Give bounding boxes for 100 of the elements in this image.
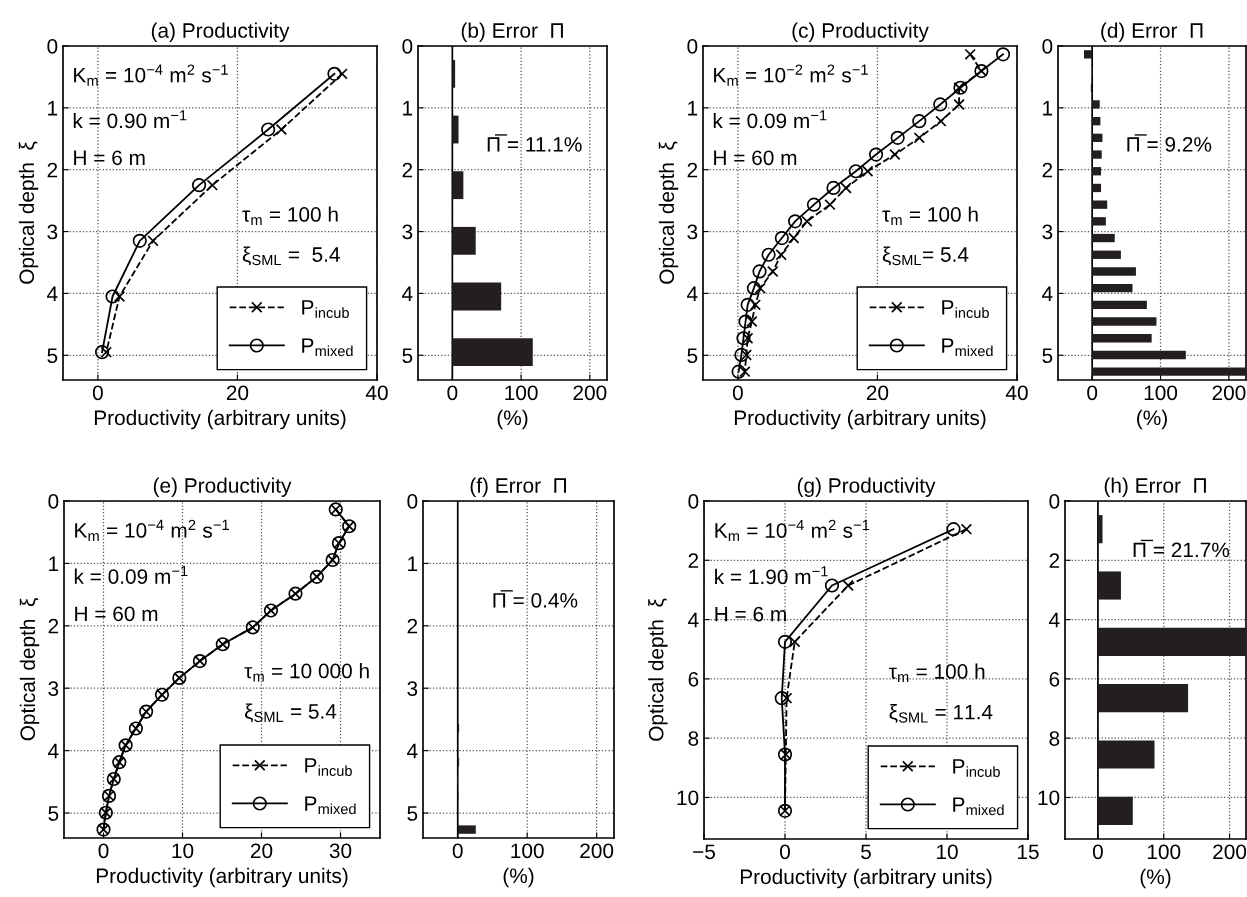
y-tick-label: 1 <box>408 556 418 571</box>
annotation: k = 0.90 m$^{−1}$ <box>73 110 187 129</box>
bar <box>452 226 476 255</box>
x-axis-title: Productivity (arbitrary units) <box>94 409 346 430</box>
y-tick-label: 10 <box>677 790 699 806</box>
bar <box>1083 50 1093 59</box>
y-tick-label: 4 <box>48 743 59 759</box>
bar <box>1097 571 1121 600</box>
chart-title: (c) Productivity <box>792 22 929 42</box>
point <box>775 249 787 261</box>
bar <box>452 115 459 144</box>
x-tick-label: 10 <box>937 844 958 860</box>
x-tick-label: 40 <box>365 385 388 401</box>
y-tick-label: 3 <box>407 681 418 696</box>
point <box>327 66 342 81</box>
y-tick-label: 1 <box>403 101 413 116</box>
x-tick-label: 20 <box>250 843 273 859</box>
annotation: τ$_{m}$ = 10 000 h <box>244 663 369 682</box>
point <box>275 123 288 136</box>
point <box>740 349 752 361</box>
point <box>801 215 813 228</box>
point <box>960 523 973 535</box>
x-tick-label: 0 <box>452 843 463 859</box>
x-tick-label: 0 <box>92 385 103 401</box>
x-axis-title: (%) <box>1137 409 1167 430</box>
y-tick-label: 4 <box>47 286 58 301</box>
annotation: τ$_{m}$ = 100 h <box>242 206 338 225</box>
bar <box>452 282 502 311</box>
legend-label: P$_{incub}$ <box>953 759 1000 777</box>
point <box>746 315 758 328</box>
x-axis-title: Productivity (arbitrary units) <box>734 409 986 430</box>
legend-label: P$_{incub}$ <box>302 300 349 318</box>
y-axis-title: Optical depth ξ <box>19 598 40 741</box>
y-tick-label: 5 <box>687 348 698 364</box>
y-tick-label: 2 <box>688 553 699 568</box>
x-tick-label: 40 <box>1005 385 1028 401</box>
annotation: ξ$_{SML}$ = 5.4 <box>245 703 337 723</box>
y-tick-label: 3 <box>1042 224 1053 240</box>
y-tick-label: 2 <box>687 162 698 178</box>
annotation: τ$_{m}$ = 100 h <box>888 663 985 682</box>
y-tick-label: 0 <box>687 39 698 54</box>
y-tick-label: 0 <box>1042 39 1053 54</box>
point <box>964 48 976 61</box>
bar <box>1092 183 1102 193</box>
annotation: H = 6 m <box>715 606 786 622</box>
y-axis-title: Optical depth ξ <box>18 141 39 284</box>
x-tick-label: 100 <box>511 843 544 859</box>
bar <box>1092 100 1100 109</box>
annotation: ξ$_{SML}$= 5.4 <box>882 246 969 266</box>
point <box>731 364 746 379</box>
y-axis-title: Optical depth ξ <box>658 141 679 284</box>
y-tick-label: 2 <box>407 618 418 634</box>
point <box>789 636 801 648</box>
x-tick-label: 0 <box>780 844 790 860</box>
y-tick-label: 2 <box>402 162 413 178</box>
chart-title: (f) Error Π <box>470 477 566 497</box>
point <box>746 281 762 296</box>
y-tick-label: 5 <box>48 806 59 821</box>
x-tick-label: 30 <box>329 843 352 859</box>
bar <box>1097 684 1189 713</box>
chart-title: (d) Error Π <box>1101 22 1203 42</box>
x-tick-label: 0 <box>1087 385 1098 401</box>
y-tick-label: 2 <box>48 618 59 634</box>
legend-label: P$_{mixed}$ <box>305 796 356 815</box>
bar <box>1092 233 1115 243</box>
annotation: τ$_{m}$ = 100 h <box>882 206 978 225</box>
y-tick-label: 1 <box>48 101 58 116</box>
point <box>741 332 754 344</box>
point <box>147 235 159 247</box>
point <box>913 132 926 144</box>
bar <box>1092 283 1133 293</box>
point <box>206 179 219 191</box>
bar <box>1092 150 1102 159</box>
x-tick-label: 20 <box>866 385 889 401</box>
y-tick-label: 5 <box>402 348 413 364</box>
point <box>946 522 961 537</box>
y-tick-label: 10 <box>1038 790 1060 806</box>
annotation: k = 0.09 m$^{−1}$ <box>713 110 827 129</box>
annotation: Π̅ = 21.7% <box>1133 539 1230 558</box>
annotation: Π̅ = 0.4% <box>493 590 578 608</box>
point <box>774 230 789 246</box>
bar <box>452 59 456 88</box>
bar <box>1092 116 1101 126</box>
y-tick-label: 3 <box>402 224 413 240</box>
y-tick-label: 0 <box>48 494 59 509</box>
y-tick-label: 2 <box>1049 553 1060 568</box>
legend-label: P$_{incub}$ <box>942 300 989 318</box>
x-axis-title: (%) <box>1140 868 1171 889</box>
point <box>191 178 207 193</box>
annotation: K$_{m}$ = 10$^{−4}$ m$^{2}$ s$^{−1}$ <box>75 519 229 541</box>
annotation: K$_{m}$ = 10$^{−2}$ m$^{2}$ s$^{−1}$ <box>714 64 868 86</box>
point <box>749 299 762 311</box>
bar <box>1097 515 1103 544</box>
x-tick-label: 20 <box>226 385 249 401</box>
chart-title: (g) Productivity <box>797 477 936 497</box>
bar <box>1092 200 1108 209</box>
y-tick-label: 0 <box>688 494 699 509</box>
point <box>806 197 822 212</box>
x-tick-label: 200 <box>1212 385 1246 401</box>
y-tick-label: 3 <box>47 224 58 240</box>
